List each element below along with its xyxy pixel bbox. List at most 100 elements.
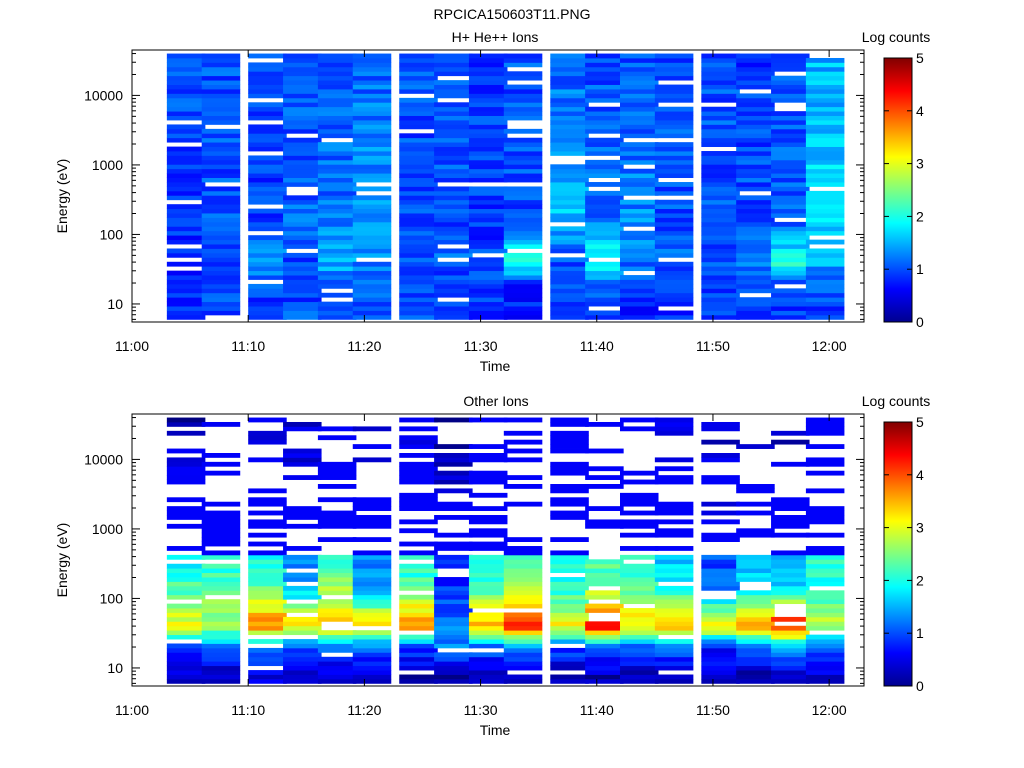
heatmap-cell [550, 630, 589, 636]
heatmap-cell [201, 168, 241, 174]
heatmap-cell [434, 173, 473, 178]
heatmap-cell [166, 656, 206, 662]
heatmap-cell [166, 195, 206, 201]
heatmap-cell [166, 585, 206, 591]
heatmap-cell [166, 594, 206, 600]
heatmap-cell [585, 226, 624, 232]
heatmap-cell [585, 639, 624, 644]
heatmap-cell [317, 310, 357, 316]
heatmap-cell [771, 301, 810, 307]
heatmap-cell [201, 670, 241, 675]
heatmap-cell [805, 111, 845, 116]
heatmap-cell [317, 173, 357, 178]
heatmap-cell [736, 670, 775, 675]
heatmap-cell [468, 594, 508, 600]
heatmap-cell [317, 314, 357, 320]
heatmap-cell [736, 444, 775, 449]
heatmap-cell [771, 310, 810, 316]
heatmap-cell [248, 146, 287, 152]
heatmap-cell [654, 656, 694, 662]
heatmap-cell [468, 515, 508, 520]
heatmap-cell [585, 128, 624, 134]
heatmap-cell [805, 647, 845, 653]
heatmap-cell [736, 572, 775, 578]
colorbar [883, 421, 913, 687]
heatmap-cell [736, 674, 775, 680]
heatmap-cell [620, 213, 659, 218]
heatmap-cell [166, 572, 206, 578]
heatmap-cell [166, 164, 206, 170]
heatmap-cell [503, 484, 543, 489]
heatmap-cell [317, 199, 357, 205]
heatmap-cell [468, 590, 508, 596]
heatmap-cell [468, 634, 508, 640]
heatmap-cell [550, 75, 589, 81]
heatmap-cell [701, 89, 740, 94]
heatmap-cell [550, 301, 589, 307]
heatmap-cell [585, 603, 624, 609]
heatmap-cell [166, 665, 206, 671]
heatmap-cell [736, 568, 775, 574]
heatmap-cell [701, 159, 740, 165]
heatmap-cell [550, 430, 589, 436]
heatmap-cell [166, 102, 206, 108]
x-tick-label: 11:00 [115, 702, 149, 718]
heatmap-cell [736, 146, 775, 152]
heatmap-cell [201, 563, 241, 569]
heatmap-cell [248, 599, 287, 605]
heatmap-cell [771, 213, 810, 218]
heatmap-cell [771, 674, 810, 680]
heatmap-cell [352, 195, 392, 201]
heatmap-cell [283, 506, 322, 511]
heatmap-cell [620, 53, 659, 59]
heatmap-cell [166, 239, 206, 245]
heatmap-cell [585, 89, 624, 94]
heatmap-cell [352, 292, 392, 298]
heatmap-cell [805, 665, 845, 671]
heatmap-cell [771, 643, 810, 649]
heatmap-cell [736, 510, 775, 516]
heatmap-cell [585, 665, 624, 671]
heatmap-cell [201, 62, 241, 68]
heatmap-cell [550, 213, 589, 218]
heatmap-cell [166, 470, 206, 476]
heatmap-cell [317, 537, 357, 542]
heatmap-cell [503, 111, 543, 116]
heatmap-cell [201, 292, 241, 298]
heatmap-cell [434, 137, 473, 143]
heatmap-cell [503, 279, 543, 285]
heatmap-cell [550, 581, 589, 587]
heatmap-cell [736, 124, 775, 130]
heatmap-cell [654, 528, 694, 534]
heatmap-cell [654, 190, 694, 196]
heatmap-cell [434, 155, 473, 161]
heatmap-cell [503, 62, 543, 68]
heatmap-cell [352, 204, 392, 210]
heatmap-cell [654, 594, 694, 600]
heatmap-cell [248, 630, 287, 636]
heatmap-cell [805, 128, 845, 134]
heatmap-cell [585, 230, 624, 236]
heatmap-cell [771, 652, 810, 658]
heatmap-cell [620, 173, 659, 178]
colorbar-tick-label: 4 [916, 467, 924, 483]
heatmap-cell [503, 177, 543, 183]
heatmap-cell [620, 563, 659, 569]
heatmap-cell [283, 554, 322, 560]
heatmap-cell [585, 581, 624, 587]
heatmap-cell [283, 475, 322, 480]
heatmap-cell [201, 244, 241, 249]
heatmap-cell [503, 226, 543, 232]
heatmap-cell [352, 301, 392, 307]
heatmap-cell [201, 71, 241, 77]
heatmap-cell [317, 674, 357, 680]
heatmap-cell [317, 630, 357, 636]
heatmap-cell [317, 275, 357, 280]
heatmap-cell [352, 177, 392, 183]
heatmap-cell [468, 577, 508, 582]
heatmap-cell [701, 479, 740, 485]
heatmap-cell [283, 239, 322, 245]
heatmap-cell [701, 661, 740, 667]
